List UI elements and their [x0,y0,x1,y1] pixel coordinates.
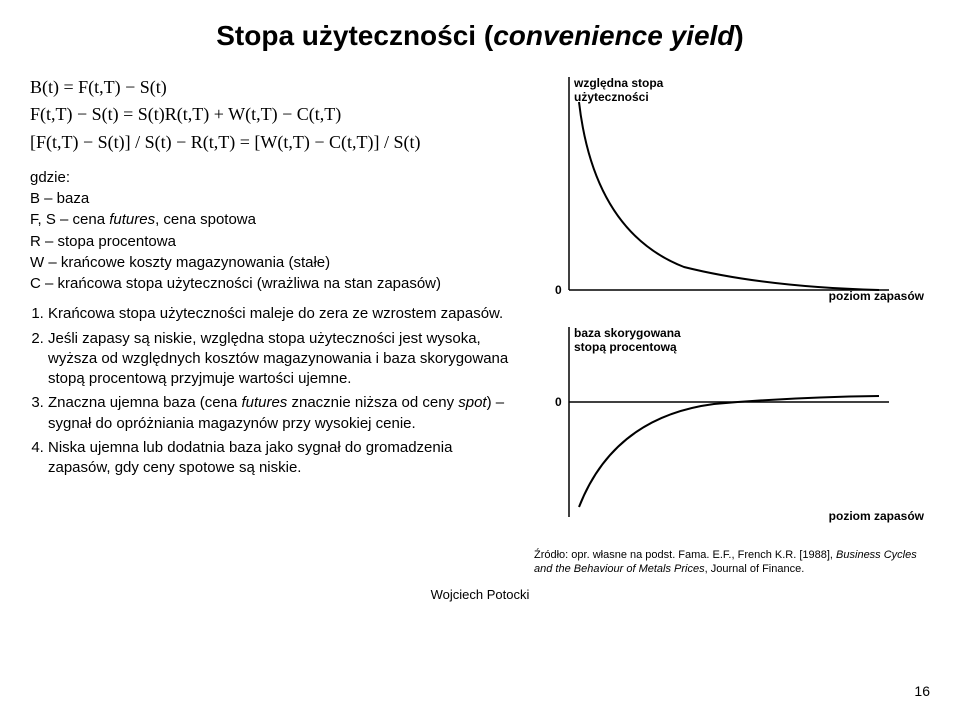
numbered-list: Krańcowa stopa użyteczności maleje do ze… [30,304,514,478]
chart1-xlabel: poziom zapasów [829,289,924,303]
formula-3: [F(t,T) − S(t)] / S(t) − R(t,T) = [W(t,T… [30,130,514,154]
chart2-ylabel: baza skorygowana stopą procentową [574,326,681,354]
list-item: Krańcowa stopa użyteczności maleje do ze… [48,304,514,324]
svg-text:0: 0 [555,283,562,297]
gdzie-label: gdzie: [30,168,514,188]
def-fs: F, S – cena futures, cena spotowa [30,210,514,230]
list-item: Znaczna ujemna baza (cena futures znaczn… [48,393,514,434]
list-item: Jeśli zapasy są niskie, względna stopa u… [48,329,514,390]
title-plain: Stopa użyteczności ( [216,20,493,51]
page-number: 16 [914,683,930,699]
def-b: B – baza [30,189,514,209]
right-column: względna stopa użyteczności 0 poziom zap… [534,72,930,577]
left-column: B(t) = F(t,T) − S(t) F(t,T) − S(t) = S(t… [30,72,514,577]
chart-convenience-yield: względna stopa użyteczności 0 poziom zap… [534,72,930,307]
svg-text:0: 0 [555,395,562,409]
citation: Źródło: opr. własne na podst. Fama. E.F.… [534,548,930,577]
formula-2: F(t,T) − S(t) = S(t)R(t,T) + W(t,T) − C(… [30,102,514,126]
chart-adjusted-basis: baza skorygowana stopą procentową 0 pozi… [534,322,930,527]
footer-author: Wojciech Potocki [30,587,930,602]
content-row: B(t) = F(t,T) − S(t) F(t,T) − S(t) = S(t… [30,72,930,577]
chart2-xlabel: poziom zapasów [829,509,924,523]
list-item: Niska ujemna lub dodatnia baza jako sygn… [48,438,514,479]
page-title: Stopa użyteczności (convenience yield) [30,20,930,52]
def-w: W – krańcowe koszty magazynowania (stałe… [30,253,514,273]
def-r: R – stopa procentowa [30,232,514,252]
chart1-svg: 0 [534,72,894,302]
formula-1: B(t) = F(t,T) − S(t) [30,75,514,99]
chart1-ylabel: względna stopa użyteczności [574,76,663,104]
def-c: C – krańcowa stopa użyteczności (wrażliw… [30,274,514,294]
title-close: ) [734,20,743,51]
definitions: B – baza F, S – cena futures, cena spoto… [30,189,514,294]
title-italic: convenience yield [493,20,734,51]
